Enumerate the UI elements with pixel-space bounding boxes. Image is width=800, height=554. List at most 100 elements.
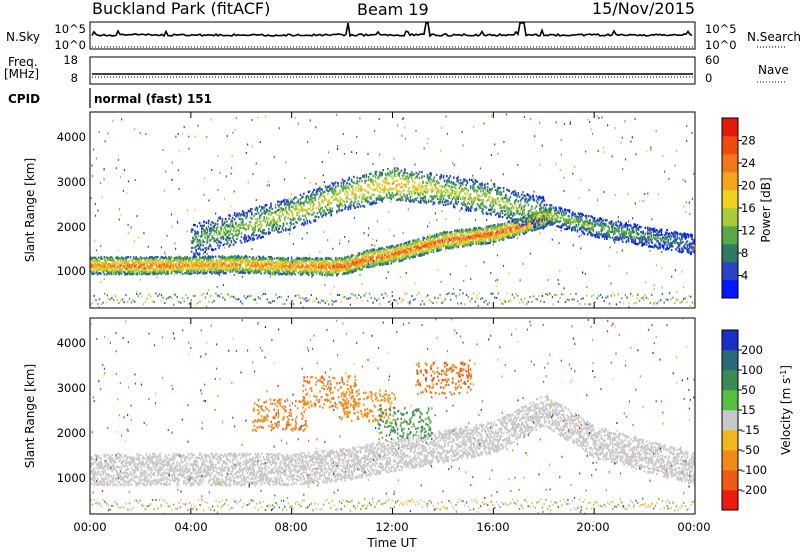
power-cell: [525, 231, 528, 234]
power-cell: [530, 226, 532, 229]
power-cell: [394, 252, 396, 256]
power-cell: [304, 266, 306, 269]
power-cell: [416, 245, 419, 248]
power-cell: [215, 260, 218, 263]
power-cell: [228, 264, 230, 267]
power-cell: [420, 246, 422, 249]
power-cell: [230, 256, 233, 259]
power-cell: [358, 263, 361, 266]
power-cell: [394, 250, 396, 253]
power-cell: [285, 263, 287, 266]
power-cell: [208, 264, 210, 267]
power-cell: [493, 224, 496, 227]
power-cell: [325, 198, 328, 201]
power-cell: [344, 258, 346, 261]
power-cell: [181, 263, 184, 266]
power-cell: [321, 263, 323, 266]
power-cell: [527, 217, 530, 220]
power-cell: [408, 248, 411, 251]
power-cell: [518, 230, 521, 233]
power-cell: [244, 227, 246, 230]
power-cell: [299, 261, 302, 264]
power-cell: [317, 197, 320, 200]
power-cell: [193, 238, 195, 241]
power-cell: [255, 207, 258, 210]
power-cell: [231, 236, 234, 239]
power-cell: [278, 261, 280, 264]
power-cell: [472, 237, 474, 240]
power-cell: [183, 262, 185, 265]
power-cell: [272, 226, 275, 229]
power-cell: [197, 258, 200, 261]
power-cell: [450, 244, 453, 247]
power-cell: [241, 218, 244, 221]
power-cell: [463, 238, 465, 241]
power-cell: [270, 261, 272, 264]
power-cell: [377, 259, 379, 262]
power-cell: [319, 209, 321, 212]
power-cell: [271, 271, 274, 274]
power-cell: [445, 237, 447, 240]
power-cell: [353, 260, 355, 263]
power-cell: [205, 271, 208, 275]
power-cell: [153, 273, 156, 276]
power-cell: [275, 226, 278, 229]
power-cell: [509, 228, 512, 231]
power-cell: [387, 256, 389, 259]
power-cell: [415, 242, 418, 246]
power-cell: [247, 239, 250, 242]
power-cell: [286, 272, 288, 275]
power-cell: [389, 257, 392, 260]
power-cell: [405, 257, 407, 260]
power-cell: [534, 212, 537, 215]
power-cell: [263, 259, 266, 263]
power-cell: [247, 263, 250, 266]
power-cell: [228, 224, 230, 227]
power-cell: [290, 256, 293, 259]
power-cell: [323, 262, 326, 265]
power-cell: [423, 243, 426, 246]
power-cell: [532, 226, 534, 229]
power-cell: [153, 271, 156, 274]
nsearch-tick-top: 10^5: [705, 22, 737, 36]
power-cell: [350, 264, 353, 267]
power-cell: [228, 217, 230, 220]
power-cell: [156, 271, 159, 274]
power-cell: [398, 256, 401, 259]
power-cell: [267, 269, 269, 272]
power-cell: [408, 251, 411, 254]
power-cell: [228, 256, 230, 259]
power-cell: [198, 241, 201, 244]
power-cell: [267, 259, 269, 262]
power-cell: [338, 268, 340, 272]
power-cell: [363, 261, 365, 264]
power-cell: [203, 265, 205, 269]
power-cell: [251, 217, 253, 220]
power-cell: [227, 235, 229, 238]
power-cell: [151, 262, 153, 265]
power-cell: [301, 263, 303, 266]
power-cell: [432, 250, 435, 253]
power-cell: [169, 258, 171, 261]
power-cell: [467, 229, 470, 232]
power-cell: [297, 199, 300, 202]
power-cell: [463, 232, 465, 235]
power-cell: [124, 261, 126, 265]
power-cell: [337, 262, 339, 265]
power-cell: [198, 271, 201, 274]
power-cell: [132, 272, 134, 275]
power-cell: [228, 268, 230, 271]
power-cell: [439, 248, 441, 252]
power-cell: [256, 207, 259, 210]
power-cell: [210, 260, 212, 263]
power-cell: [453, 244, 455, 247]
power-cell: [247, 236, 250, 239]
power-cell: [505, 226, 507, 229]
power-cell: [128, 261, 131, 264]
power-cell: [209, 268, 211, 271]
power-cell: [222, 237, 225, 240]
power-cell: [505, 231, 507, 234]
power-cell: [239, 224, 242, 227]
power-cell: [261, 231, 263, 234]
power-cell: [226, 230, 228, 233]
